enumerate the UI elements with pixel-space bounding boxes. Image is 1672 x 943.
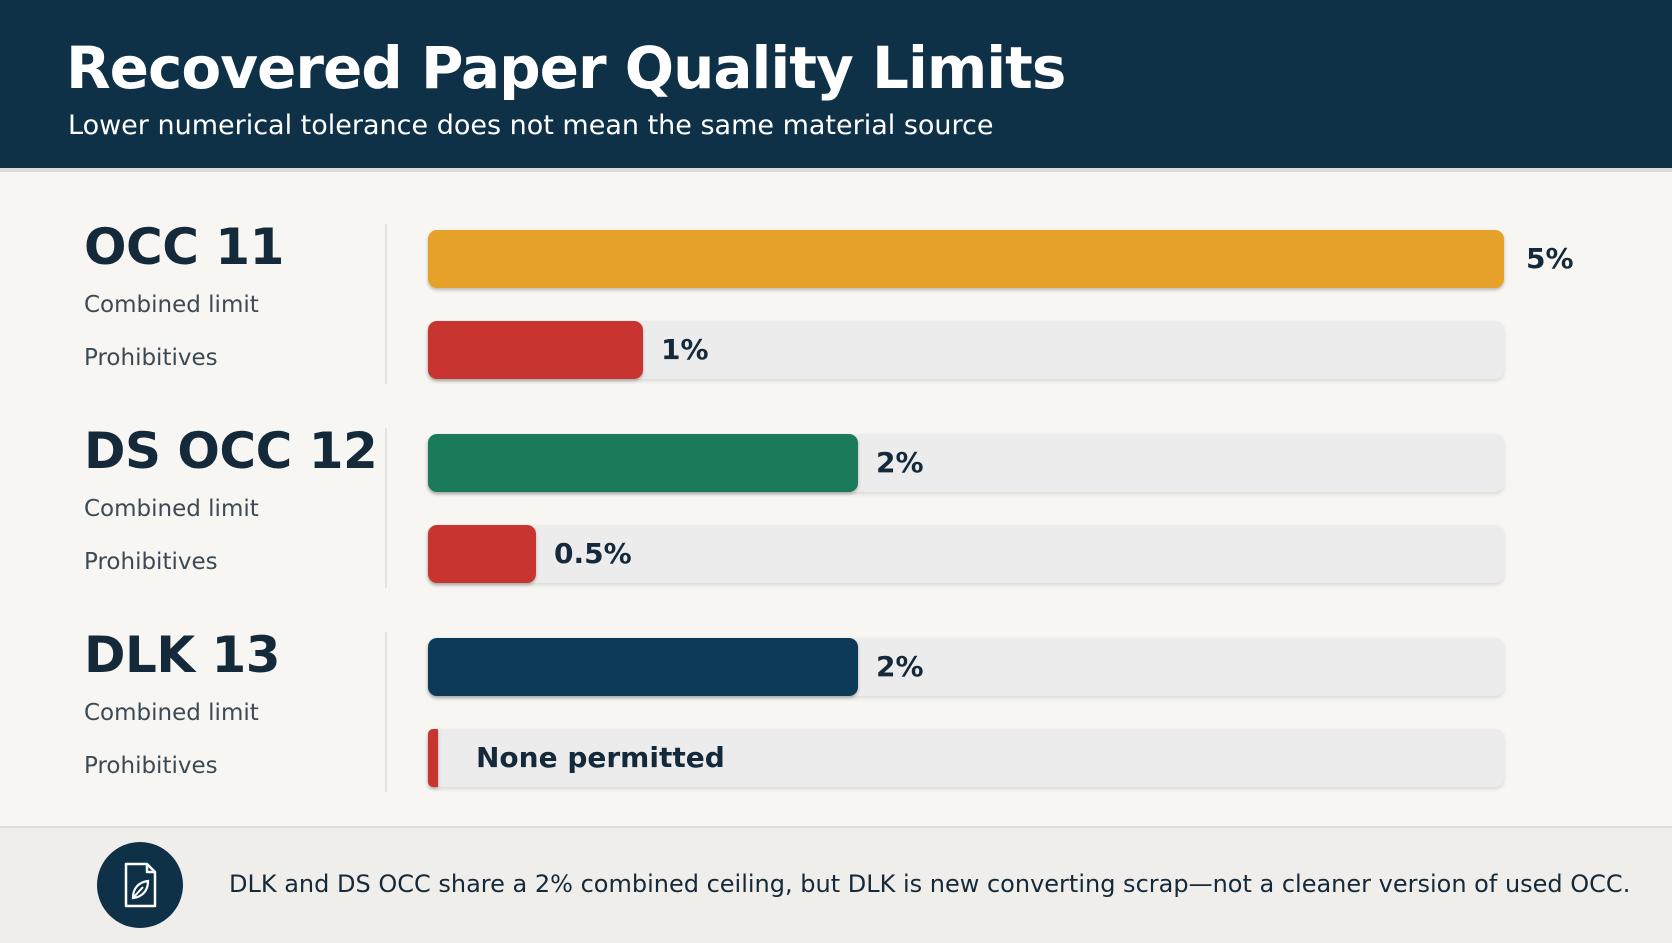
group-name: DLK 13 (84, 626, 281, 684)
bar (428, 638, 858, 696)
row-label: Prohibitives (84, 345, 218, 371)
footer-note: DLK and DS OCC share a 2% combined ceili… (229, 870, 1631, 898)
page-subtitle: Lower numerical tolerance does not mean … (68, 110, 994, 141)
data-label: None permitted (476, 741, 725, 774)
data-label: 2% (876, 650, 924, 683)
group-divider (385, 224, 387, 384)
group-divider (385, 428, 387, 588)
bar-track (428, 525, 1504, 583)
bar (428, 434, 858, 492)
bar-track (428, 729, 1504, 787)
page-title: Recovered Paper Quality Limits (66, 34, 1066, 102)
bar (428, 525, 536, 583)
group-name: OCC 11 (84, 218, 284, 276)
data-label: 0.5% (554, 537, 632, 570)
bar (428, 729, 438, 787)
group-divider (385, 632, 387, 792)
bar (428, 230, 1504, 288)
row-label: Combined limit (84, 700, 259, 726)
row-label: Prohibitives (84, 549, 218, 575)
group-name: DS OCC 12 (84, 422, 378, 480)
data-label: 1% (661, 333, 709, 366)
document-leaf-icon (97, 842, 183, 928)
data-label: 5% (1526, 242, 1574, 275)
row-label: Prohibitives (84, 753, 218, 779)
header-divider (0, 168, 1672, 172)
data-label: 2% (876, 446, 924, 479)
bar (428, 321, 643, 379)
row-label: Combined limit (84, 292, 259, 318)
header: Recovered Paper Quality Limits Lower num… (0, 0, 1672, 168)
footer (0, 826, 1672, 943)
row-label: Combined limit (84, 496, 259, 522)
